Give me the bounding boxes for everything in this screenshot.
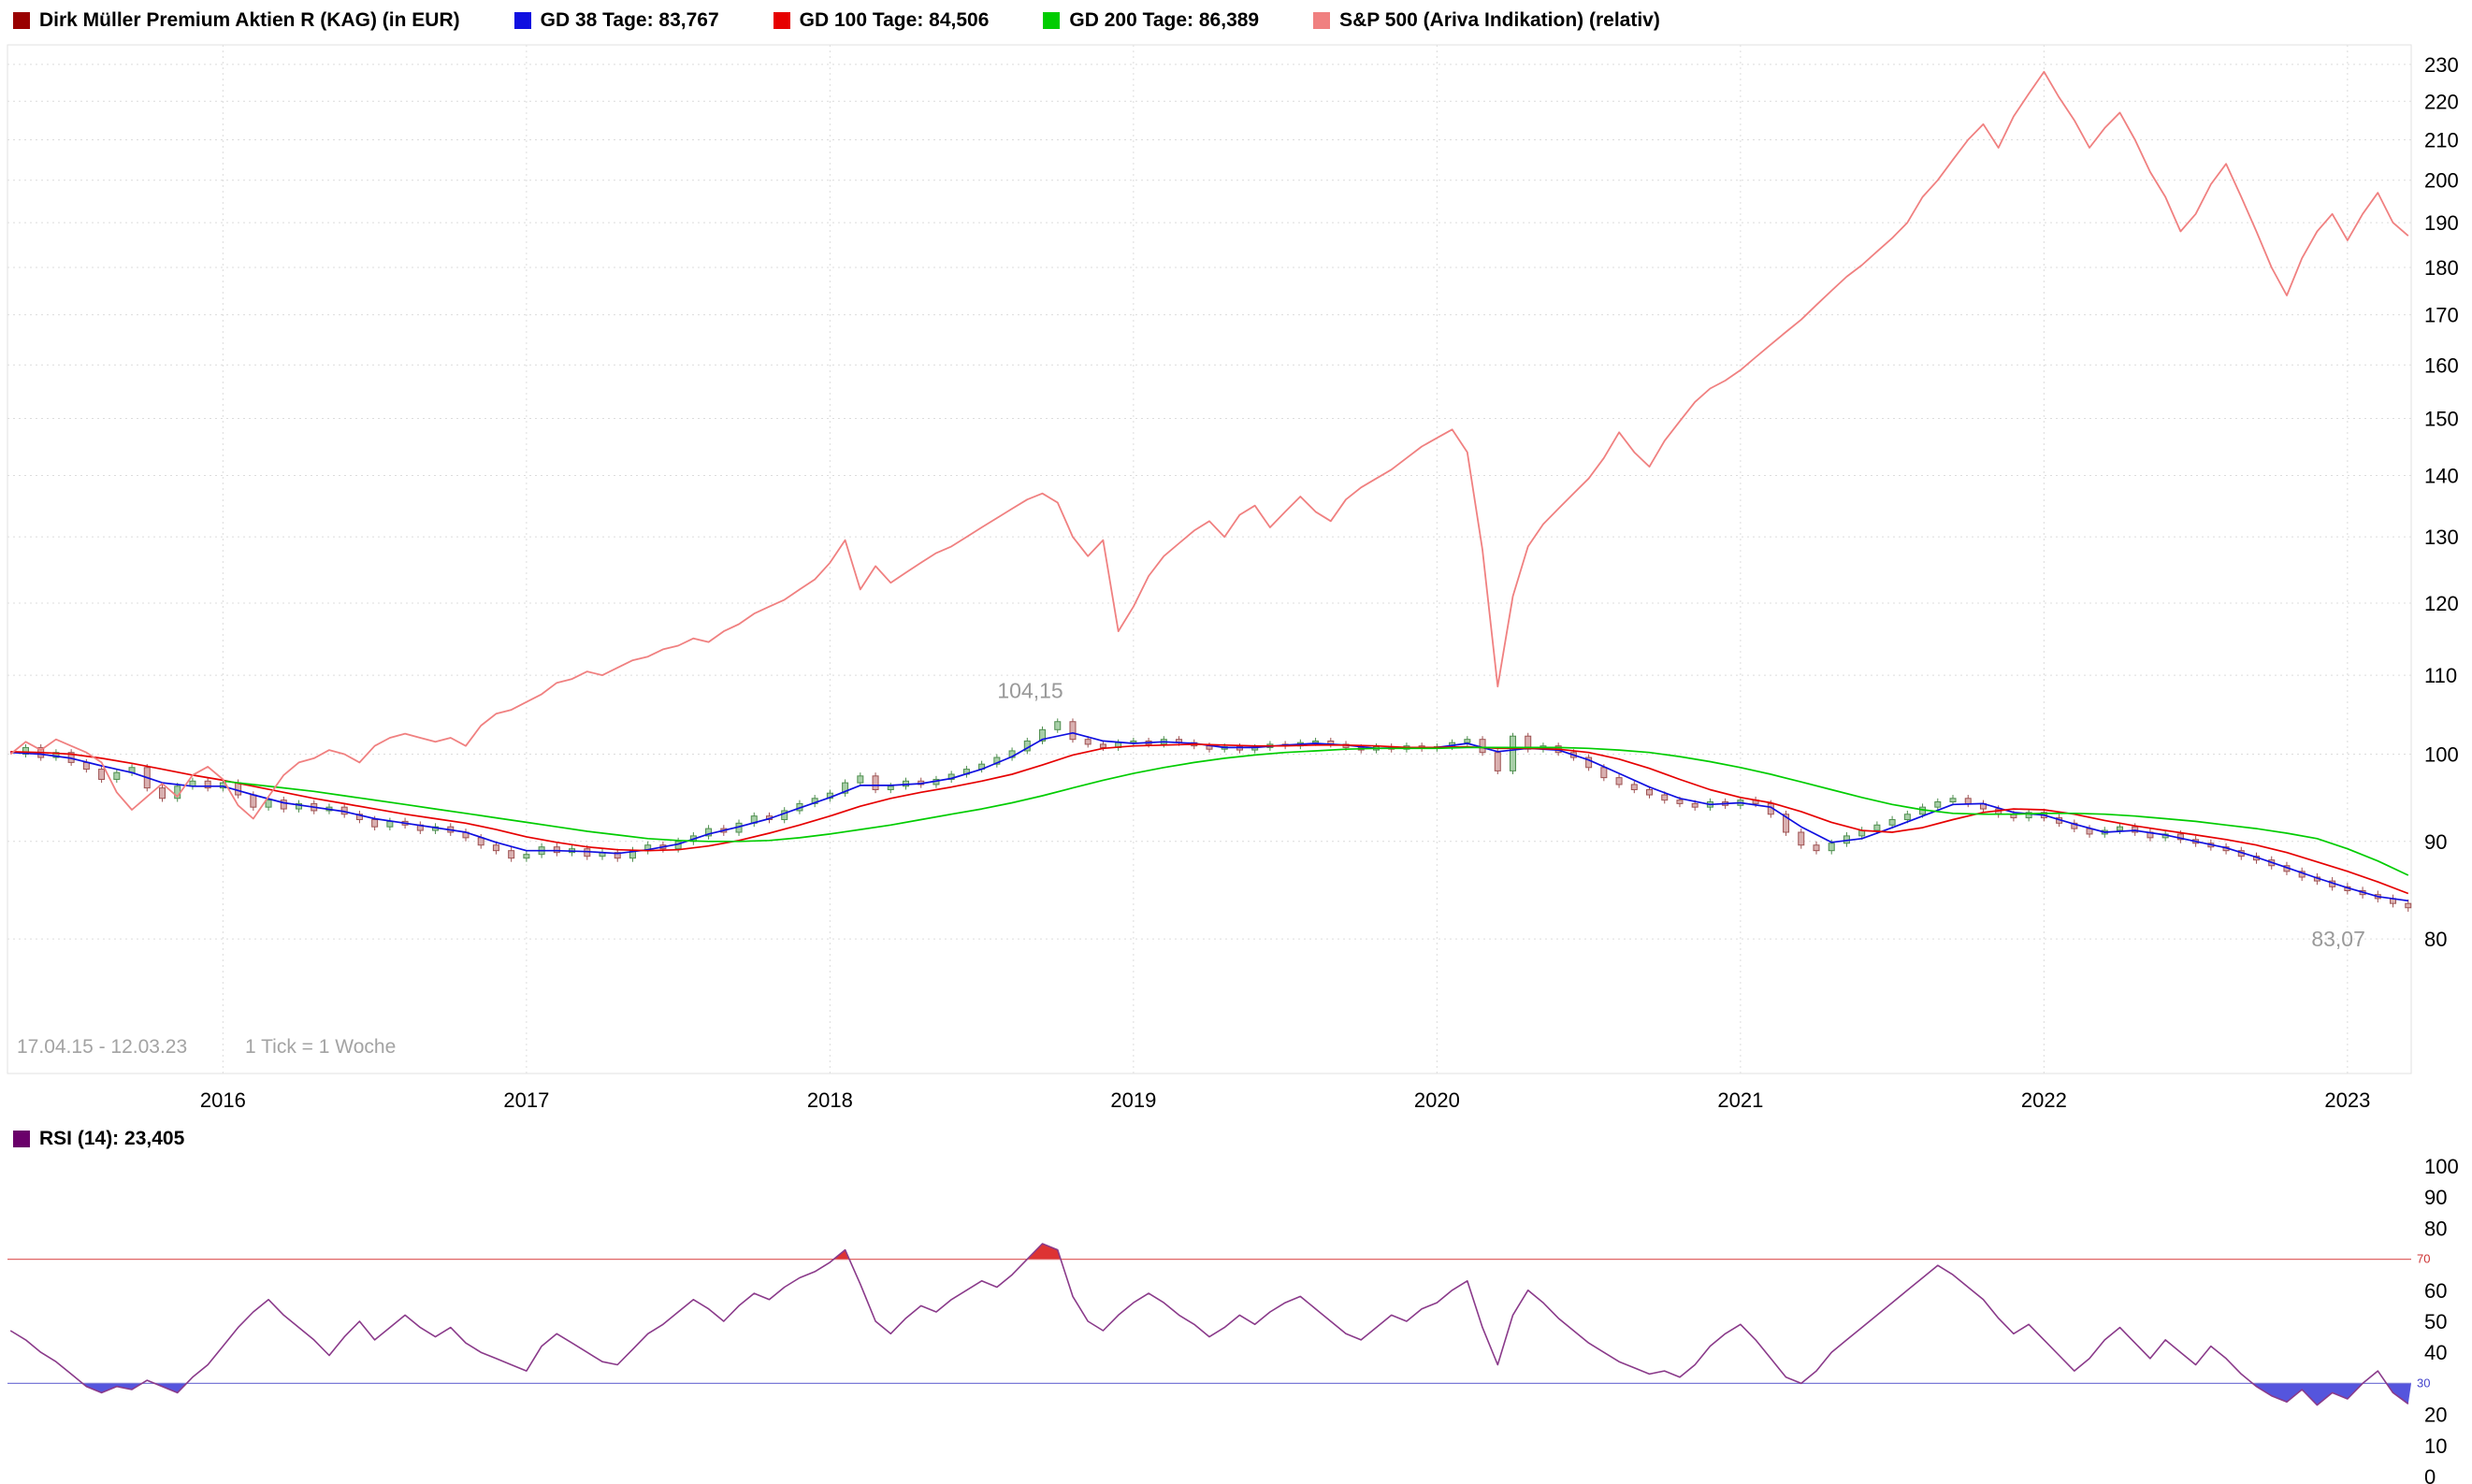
y-tick-label: 190 <box>2424 211 2459 235</box>
fund-legend-label: Dirk Müller Premium Aktien R (KAG) (in E… <box>39 9 460 31</box>
price-annotation: 83,07 <box>2311 927 2365 951</box>
y-tick-label: 170 <box>2424 304 2459 327</box>
gd38-legend-label: GD 38 Tage: 83,767 <box>540 9 719 31</box>
y-tick-label: 220 <box>2424 90 2459 113</box>
rsi-overbought-fill <box>833 1244 1062 1260</box>
x-tick-label: 2018 <box>807 1088 853 1112</box>
main-series <box>9 70 2412 913</box>
y-tick-label: 150 <box>2424 407 2459 430</box>
sp500-legend-label: S&P 500 (Ariva Indikation) (relativ) <box>1339 9 1660 31</box>
y-tick-label: 110 <box>2424 664 2457 687</box>
rsi-tick-label: 10 <box>2424 1434 2447 1458</box>
series-line <box>10 743 2409 895</box>
rsi-70-label: 70 <box>2417 1252 2430 1266</box>
main-axis-labels: 80 90 100 110 120 130 140 150 160 170 180 190 200 210… <box>200 53 2459 1112</box>
main-annotations: 104,15 83,07 <box>997 679 2365 951</box>
gd100-swatch-icon <box>773 12 790 29</box>
rsi-indicator-chart: 0 10 20 40 50 60 80 90 100 70 30 <box>7 1155 2459 1484</box>
series-line <box>223 746 2409 876</box>
main-price-chart: 80 90 100 110 120 130 140 150 160 170 180 190 200 210… <box>7 44 2459 1112</box>
series-line <box>9 70 2409 820</box>
legend-item-gd200: GD 200 Tage: 86,389 <box>1043 9 1259 32</box>
x-tick-label: 2016 <box>200 1088 246 1112</box>
y-tick-label: 230 <box>2424 53 2459 77</box>
fund-swatch-icon <box>13 12 30 29</box>
y-tick-label: 90 <box>2424 830 2447 854</box>
y-tick-label: 120 <box>2424 592 2459 615</box>
x-tick-label: 2022 <box>2021 1088 2067 1112</box>
gd100-legend-label: GD 100 Tage: 84,506 <box>799 9 990 31</box>
y-tick-label: 200 <box>2424 169 2459 193</box>
legend-item-gd38: GD 38 Tage: 83,767 <box>513 9 719 32</box>
rsi-tick-label: 90 <box>2424 1186 2447 1209</box>
legend-item-sp500: S&P 500 (Ariva Indikation) (relativ) <box>1313 9 1660 32</box>
legend-item-fund: Dirk Müller Premium Aktien R (KAG) (in E… <box>13 9 460 32</box>
main-grid <box>7 44 2412 1074</box>
sp500-swatch-icon <box>1313 12 1331 29</box>
fund-candles <box>22 718 2412 913</box>
y-tick-label: 140 <box>2424 465 2459 488</box>
y-tick-label: 80 <box>2424 928 2447 951</box>
rsi-tick-label: 50 <box>2424 1310 2447 1333</box>
rsi-tick-label: 40 <box>2424 1341 2447 1364</box>
rsi-tick-label: 100 <box>2424 1155 2459 1178</box>
rsi-swatch-icon <box>13 1131 30 1147</box>
legend-item-gd100: GD 100 Tage: 84,506 <box>773 9 990 32</box>
date-range-label: 17.04.15 - 12.03.23 <box>17 1036 188 1058</box>
price-annotation: 104,15 <box>997 679 1063 703</box>
gd200-legend-label: GD 200 Tage: 86,389 <box>1069 9 1260 31</box>
rsi-line <box>9 1243 2409 1406</box>
chart-footer-note: 17.04.15 - 12.03.23 1 Tick = 1 Woche <box>17 1036 396 1059</box>
tick-info-label: 1 Tick = 1 Woche <box>245 1036 397 1058</box>
y-tick-label: 210 <box>2424 128 2459 151</box>
x-tick-label: 2021 <box>1717 1088 1763 1112</box>
y-tick-label: 160 <box>2424 353 2459 377</box>
x-tick-label: 2020 <box>1414 1088 1460 1112</box>
rsi-series <box>7 1243 2411 1406</box>
rsi-30-label: 30 <box>2417 1376 2430 1390</box>
rsi-legend-label: RSI (14): 23,405 <box>39 1128 185 1149</box>
gd38-swatch-icon <box>513 12 531 29</box>
rsi-tick-label: 0 <box>2424 1465 2436 1484</box>
legend-item-rsi: RSI (14): 23,405 <box>13 1128 184 1150</box>
rsi-oversold-fill <box>7 1383 2411 1405</box>
rsi-chart-legend: RSI (14): 23,405 <box>13 1128 184 1150</box>
rsi-tick-label: 20 <box>2424 1404 2447 1427</box>
x-tick-label: 2023 <box>2324 1088 2370 1112</box>
y-tick-label: 100 <box>2424 742 2459 766</box>
rsi-axis-labels: 0 10 20 40 50 60 80 90 100 70 30 <box>2417 1155 2459 1484</box>
gd200-swatch-icon <box>1043 12 1061 29</box>
series-line <box>10 731 2408 902</box>
rsi-tick-label: 60 <box>2424 1279 2447 1303</box>
main-chart-legend: Dirk Müller Premium Aktien R (KAG) (in E… <box>13 9 1660 32</box>
x-tick-label: 2017 <box>503 1088 549 1112</box>
y-tick-label: 130 <box>2424 526 2459 549</box>
x-tick-label: 2019 <box>1110 1088 1156 1112</box>
y-tick-label: 180 <box>2424 256 2459 280</box>
rsi-tick-label: 80 <box>2424 1217 2447 1240</box>
